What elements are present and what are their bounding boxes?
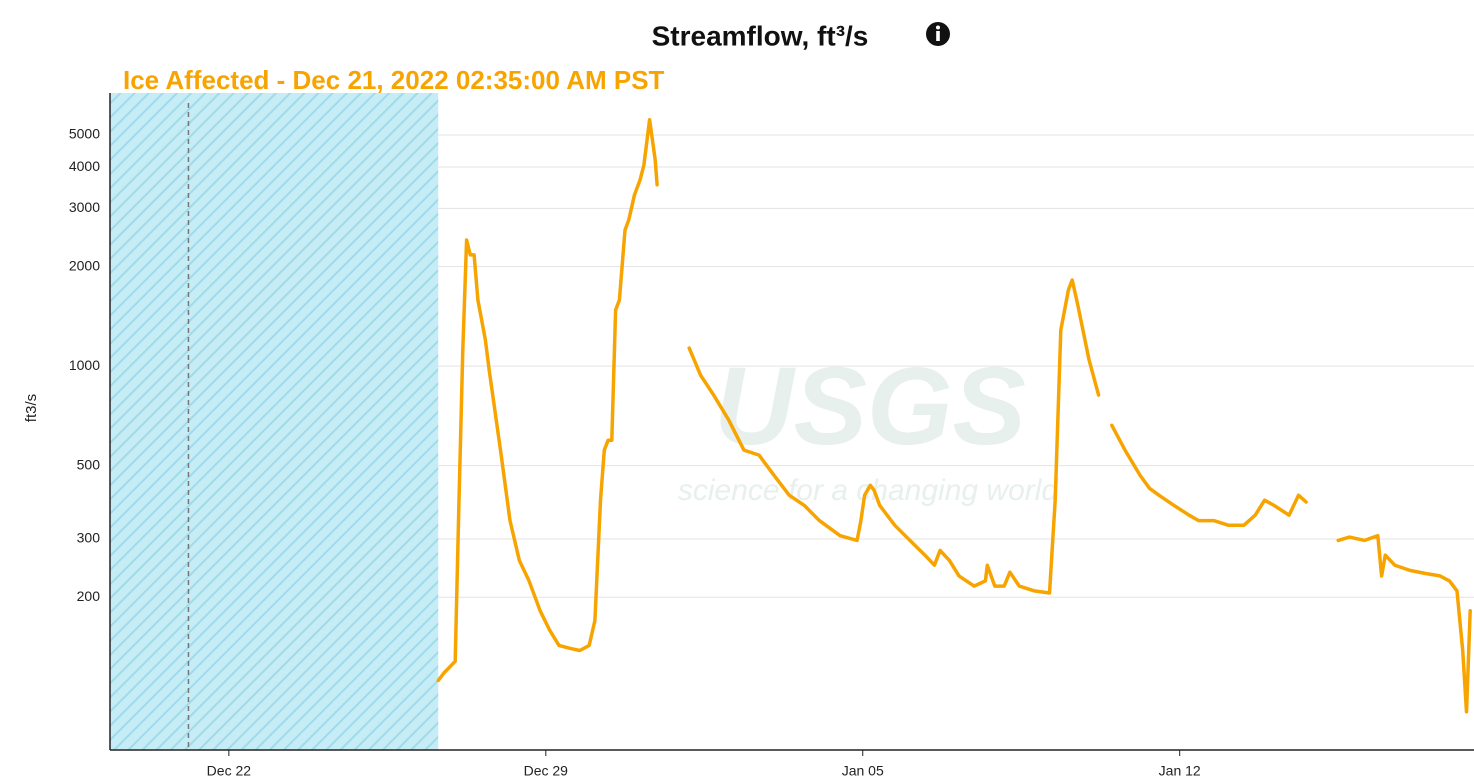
x-tick-label: Jan 12 <box>1159 763 1201 779</box>
y-axis-label: ft3/s <box>23 394 40 422</box>
y-tick-label: 4000 <box>69 158 100 174</box>
y-tick-label: 1000 <box>69 357 100 373</box>
info-icon[interactable] <box>926 22 950 46</box>
watermark: USGS <box>714 345 1026 468</box>
y-tick-label: 200 <box>77 588 101 604</box>
y-tick-label: 2000 <box>69 257 100 273</box>
ice-affected-label: Ice Affected - Dec 21, 2022 02:35:00 AM … <box>123 65 665 95</box>
x-tick-label: Jan 05 <box>842 763 884 779</box>
y-tick-label: 300 <box>77 530 101 546</box>
flow-line <box>436 117 1472 714</box>
chart-title: Streamflow, ft³/s <box>652 20 869 51</box>
ice-affected-band <box>110 93 439 750</box>
y-tick-label: 3000 <box>69 199 100 215</box>
x-tick-label: Dec 22 <box>207 763 252 779</box>
x-tick-label: Dec 29 <box>524 763 569 779</box>
y-tick-label: 5000 <box>69 126 100 142</box>
y-tick-label: 500 <box>77 456 101 472</box>
